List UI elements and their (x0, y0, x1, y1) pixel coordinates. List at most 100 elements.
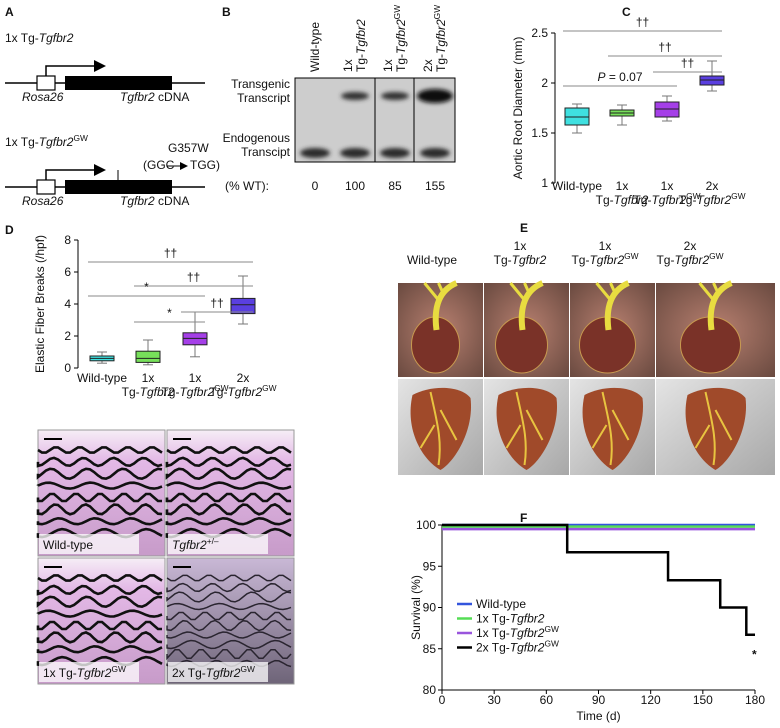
label-part: GW (111, 664, 126, 674)
x-tick-label: Wild-type (77, 371, 127, 385)
significance-label: †† (658, 40, 671, 54)
x-tick-label: 0 (439, 693, 446, 707)
coronary-vessel (505, 391, 544, 466)
significance-label: †† (636, 15, 649, 29)
panel-letter: A (5, 5, 14, 19)
y-tick-label: 95 (423, 559, 437, 573)
cdna-box (65, 180, 172, 194)
construct-title: 1x Tg-Tgfbr2GW (5, 133, 88, 149)
label-part: GW (544, 639, 559, 649)
aorta-branch (509, 282, 531, 301)
x-tick-label: 30 (487, 693, 501, 707)
label-part: 1x Tg- (5, 31, 39, 45)
promoter-label: Rosa26 (22, 194, 64, 208)
elastic-fiber (166, 639, 292, 650)
label-part: Tgfbr2 (140, 385, 175, 399)
x-tick-label: 1x (616, 179, 629, 193)
x-tick-label: Wild-type (552, 179, 602, 193)
label-part: Tg- (656, 253, 674, 267)
x-tick-label: 2x (237, 371, 250, 385)
elastic-fiber (165, 492, 291, 503)
label-part: Tg- (434, 54, 448, 72)
coronary-vessel (591, 391, 630, 466)
panel-letter: E (520, 221, 528, 235)
label-part: Tgfbr2 (354, 19, 368, 54)
transgenic-band (417, 89, 453, 103)
y-axis-label: Survival (%) (409, 575, 423, 640)
cdna-label: Tgfbr2 cDNA (120, 194, 189, 208)
label-part: Tgfbr2 (510, 612, 545, 626)
legend-label: 2x Tg-Tgfbr2GW (476, 639, 559, 655)
label-part: Tg- (596, 193, 614, 207)
cdna-box (65, 76, 172, 90)
y-tick-label: 80 (423, 683, 437, 697)
label-part: †† (636, 15, 649, 29)
x-tick-label: 120 (641, 693, 661, 707)
label-part: 2x Tg- (476, 641, 510, 655)
arrow-head (180, 162, 188, 170)
column-label: 2x (684, 239, 697, 253)
column-label: Tg-Tgfbr2GW (656, 251, 723, 267)
promoter-label: Rosa26 (22, 90, 64, 104)
elastic-fiber (165, 456, 292, 468)
y-tick-label: 100 (416, 518, 436, 532)
transgenic-band (341, 92, 369, 100)
label-part: GW (73, 133, 88, 143)
panel-letter: B (222, 5, 231, 19)
construct-title: 1x Tg-Tgfbr2 (5, 31, 74, 45)
box (135, 350, 161, 363)
histology-label: 2x Tg-Tgfbr2GW (172, 664, 255, 680)
x-tick-label: Tg-Tgfbr2GW (633, 191, 700, 207)
elastic-fiber (166, 582, 292, 593)
y-axis-label: Aortic Root Diameter (mm) (511, 37, 525, 180)
elastic-fiber (166, 648, 292, 661)
transgenic-band (381, 92, 409, 100)
y-tick-label: 2 (541, 76, 548, 90)
elastic-fiber (36, 527, 163, 539)
y-tick-label: 1.5 (531, 126, 548, 140)
significance-label: * (167, 306, 172, 320)
x-tick-label: 1x (189, 371, 202, 385)
y-tick-label: 2.5 (531, 26, 548, 40)
label-part: Tgfbr2 (120, 90, 155, 104)
endogenous-band (380, 148, 410, 158)
label-part: Tgfbr2 (39, 135, 74, 149)
promoter-box (36, 179, 56, 195)
histology-panel: 2x Tg-Tgfbr2GW (166, 557, 295, 685)
percent-label: (% WT): (225, 179, 269, 193)
lane-label: Tg-Tgfbr2GW (392, 5, 408, 72)
elastic-fiber (165, 502, 292, 516)
histology-panel: Tgfbr2+/– (165, 429, 295, 557)
label-part: Tgfbr2 (512, 253, 547, 267)
elastic-fiber (166, 602, 292, 611)
label-part: Tgfbr2 (39, 31, 74, 45)
x-tick-label: Tg-Tgfbr2GW (209, 383, 276, 399)
label-part: GW (709, 251, 724, 261)
x-tick-label: 150 (693, 693, 713, 707)
elastic-fiber (36, 595, 163, 609)
label-part: Tg- (122, 385, 140, 399)
label-part: †† (164, 246, 177, 260)
label-part: = 0.07 (605, 70, 642, 84)
label-part: Tgfbr2 (394, 19, 408, 54)
label-part: 1x Tg- (476, 626, 510, 640)
label-backdrop (39, 534, 139, 554)
heart (410, 387, 472, 470)
percent-value: 0 (312, 179, 319, 193)
x-tick-label: 1x (661, 179, 674, 193)
label-part: * (144, 280, 149, 294)
elastic-fiber (36, 644, 163, 654)
lane-label: 1x (341, 59, 355, 72)
codon-label: TGG) (190, 158, 220, 172)
x-tick-label: 180 (745, 693, 765, 707)
aorta (432, 280, 458, 331)
label-part: Tgfbr2 (227, 385, 262, 399)
label-part: +/– (207, 536, 219, 546)
label-part: cDNA (155, 90, 190, 104)
histology-label: Wild-type (43, 538, 93, 552)
promoter-box (36, 75, 56, 91)
lane-header: 2x Tg-Tgfbr2GW (421, 5, 448, 72)
elastic-fiber (36, 502, 163, 516)
arrow-head (94, 60, 106, 72)
elastic-fiber (166, 611, 291, 621)
